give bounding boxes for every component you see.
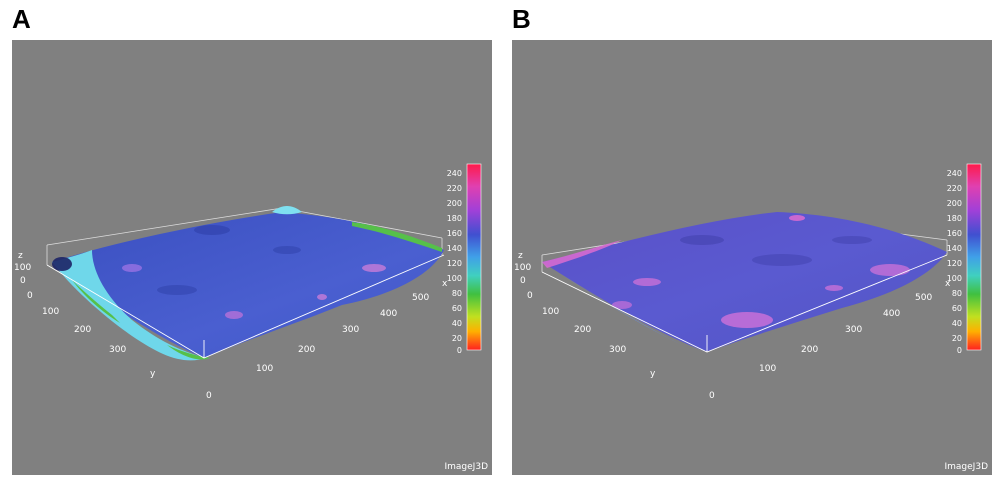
colorbar-tick-label-b: 240 <box>947 169 962 178</box>
z-tick-label-a: 100 <box>14 263 31 273</box>
surface-plot-viewport-b[interactable]: z 100 0 0 100 200 300 y 0 100 200 300 40… <box>512 40 992 475</box>
colorbar-tick-label-a: 240 <box>447 169 462 178</box>
x-tick-label-a: 100 <box>256 364 273 374</box>
colorbar-tick-label-b: 20 <box>952 334 962 343</box>
colorbar-tick-label-b: 180 <box>947 214 962 223</box>
x-axis-label-a: x <box>442 279 448 289</box>
colorbar-ticks-a: 240 220 200 180 160 140 120 100 80 60 40… <box>447 169 462 355</box>
colorbar-a <box>466 163 482 351</box>
colorbar-tick-label-b: 100 <box>947 274 962 283</box>
surface-plot-viewport-a[interactable]: z 100 0 0 100 200 300 y 0 100 200 300 40… <box>12 40 492 475</box>
y-tick-label-b: 0 <box>527 291 533 301</box>
colorbar-tick-label-a: 180 <box>447 214 462 223</box>
x-tick-label-a: 500 <box>412 293 429 303</box>
z-tick-label-b: 0 <box>520 276 526 286</box>
y-axis-label-a: y <box>150 369 156 379</box>
colorbar-tick-label-b: 140 <box>947 244 962 253</box>
colorbar-tick-label-b: 220 <box>947 184 962 193</box>
x-tick-label-b: 500 <box>915 293 932 303</box>
y-tick-label-b: 100 <box>542 307 559 317</box>
y-tick-label-a: 200 <box>74 325 91 335</box>
colorbar-tick-label-a: 80 <box>452 289 462 298</box>
y-tick-label-a: 0 <box>27 291 33 301</box>
colorbar-tick-label-b: 200 <box>947 199 962 208</box>
surface-edge-green-a <box>72 280 120 323</box>
y-tick-label-b: 200 <box>574 325 591 335</box>
colorbar-tick-label-b: 120 <box>947 259 962 268</box>
x-tick-label-a: 400 <box>380 309 397 319</box>
colorbar-tick-label-a: 60 <box>452 304 462 313</box>
colorbar-tick-label-b: 160 <box>947 229 962 238</box>
x-tick-label-b: 100 <box>759 364 776 374</box>
colorbar-tick-label-a: 20 <box>452 334 462 343</box>
y-axis-label-b: y <box>650 369 656 379</box>
colorbar-tick-label-b: 60 <box>952 304 962 313</box>
colorbar-tick-label-a: 120 <box>447 259 462 268</box>
colorbar-tick-label-a: 40 <box>452 319 462 328</box>
y-tick-label-a: 100 <box>42 307 59 317</box>
y-tick-label-b: 300 <box>609 345 626 355</box>
z-tick-label-b: 100 <box>514 263 531 273</box>
x-tick-label-b: 400 <box>883 309 900 319</box>
x-axis-label-b: x <box>945 279 951 289</box>
watermark-a: ImageJ3D <box>444 462 489 472</box>
z-tick-label-a: 0 <box>20 276 26 286</box>
colorbar-tick-label-a: 200 <box>447 199 462 208</box>
panel-letter-a: A <box>12 4 31 34</box>
colorbar-tick-label-a: 140 <box>447 244 462 253</box>
colorbar-tick-label-b: 80 <box>952 289 962 298</box>
surface-plot-a: z 100 0 0 100 200 300 y 0 100 200 300 40… <box>14 163 482 401</box>
colorbar-tick-label-a: 220 <box>447 184 462 193</box>
y-tick-label-a: 300 <box>109 345 126 355</box>
x-tick-label-a: 300 <box>342 325 359 335</box>
x-tick-label-b: 0 <box>709 391 715 401</box>
colorbar-tick-label-b: 40 <box>952 319 962 328</box>
surface-mesh-b <box>542 212 947 352</box>
x-tick-label-b: 200 <box>801 345 818 355</box>
surface-mesh-a <box>52 212 444 358</box>
colorbar-ticks-b: 240 220 200 180 160 140 120 100 80 60 40… <box>947 169 962 355</box>
colorbar-tick-label-a: 160 <box>447 229 462 238</box>
surface-plot-b: z 100 0 0 100 200 300 y 0 100 200 300 40… <box>514 163 982 401</box>
x-tick-label-b: 300 <box>845 325 862 335</box>
colorbar-tick-label-b: 0 <box>957 346 962 355</box>
z-axis-label-a: z <box>18 251 23 261</box>
z-axis-label-b: z <box>518 251 523 261</box>
colorbar-tick-label-a: 100 <box>447 274 462 283</box>
x-tick-label-a: 200 <box>298 345 315 355</box>
watermark-b: ImageJ3D <box>944 462 989 472</box>
surface-edge-cyan-a <box>52 250 207 361</box>
colorbar-b <box>966 163 982 351</box>
x-tick-label-a: 0 <box>206 391 212 401</box>
panel-letter-b: B <box>512 4 531 34</box>
colorbar-tick-label-a: 0 <box>457 346 462 355</box>
